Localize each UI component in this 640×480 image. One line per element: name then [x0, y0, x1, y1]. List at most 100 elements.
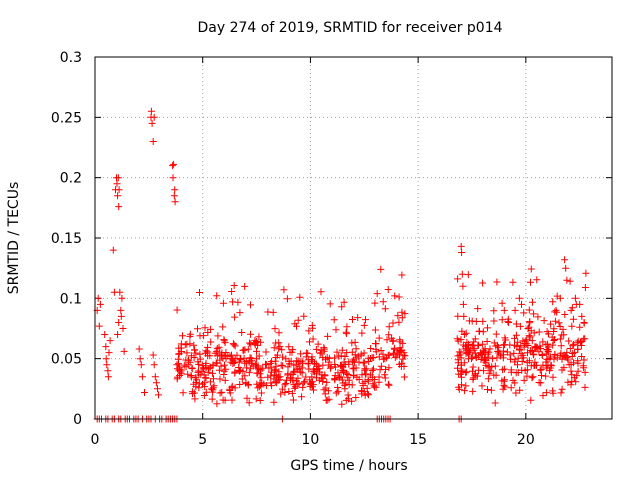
data-point	[271, 366, 279, 374]
data-point	[578, 312, 586, 320]
data-point	[189, 390, 196, 398]
data-point	[494, 343, 502, 351]
data-point	[377, 265, 385, 273]
data-point	[549, 341, 557, 349]
data-point	[547, 362, 555, 370]
data-point	[460, 312, 468, 320]
data-point	[540, 317, 548, 325]
data-point	[457, 354, 465, 362]
data-point	[336, 373, 344, 381]
data-point	[533, 344, 541, 352]
data-point	[332, 389, 340, 397]
data-point	[580, 364, 588, 372]
data-point	[537, 345, 545, 352]
data-point	[352, 364, 360, 372]
data-point	[275, 329, 283, 337]
data-point	[206, 363, 214, 371]
data-point	[234, 298, 242, 306]
data-point	[300, 312, 308, 320]
data-point	[169, 174, 177, 182]
data-point	[175, 344, 183, 352]
data-point	[372, 383, 380, 391]
data-point	[263, 361, 271, 369]
data-point	[358, 371, 366, 379]
data-point	[281, 381, 289, 389]
data-point	[317, 349, 325, 357]
data-point	[526, 319, 534, 327]
data-point	[221, 376, 229, 384]
data-point	[196, 332, 204, 340]
data-point	[118, 294, 126, 302]
data-point	[320, 347, 328, 355]
y-tick-label: 0.1	[60, 291, 82, 307]
data-point	[237, 366, 245, 374]
data-point	[361, 366, 369, 374]
data-point	[388, 334, 396, 342]
x-tick-label: 0	[91, 432, 100, 448]
data-point	[400, 351, 408, 359]
data-point	[280, 286, 288, 294]
data-point	[302, 373, 310, 381]
data-point	[309, 324, 317, 332]
data-point	[245, 399, 253, 407]
data-point	[324, 332, 332, 340]
data-point	[115, 319, 123, 326]
data-point	[564, 356, 572, 364]
data-point	[202, 388, 210, 396]
data-point	[230, 359, 238, 367]
data-point	[352, 394, 360, 401]
data-point	[296, 293, 304, 301]
data-point	[469, 387, 477, 395]
data-point	[582, 269, 590, 277]
data-point	[371, 376, 379, 383]
data-point	[480, 354, 488, 362]
data-point	[539, 392, 547, 400]
data-point	[462, 343, 469, 351]
data-point	[272, 362, 280, 370]
data-point	[567, 367, 575, 375]
data-point	[359, 379, 367, 387]
data-point	[322, 396, 330, 404]
data-point	[230, 341, 238, 349]
data-point	[517, 350, 525, 358]
data-point	[311, 359, 318, 367]
data-point	[216, 375, 224, 383]
data-point	[228, 288, 236, 295]
data-point	[306, 382, 314, 390]
data-point	[349, 365, 357, 373]
data-point	[558, 331, 566, 339]
data-point	[571, 349, 579, 357]
y-tick-label: 0.15	[51, 231, 82, 247]
data-point	[528, 374, 536, 382]
grid	[95, 57, 612, 419]
data-point	[396, 338, 404, 346]
data-point	[200, 364, 208, 372]
data-point	[208, 388, 216, 396]
data-point	[381, 305, 389, 313]
data-point	[576, 323, 584, 331]
data-point	[291, 320, 299, 328]
data-point	[474, 352, 482, 360]
data-point	[170, 160, 178, 168]
y-axis-label: SRMTID / TECUs	[6, 182, 22, 295]
data-point	[464, 271, 472, 279]
data-point	[515, 346, 523, 354]
data-point	[292, 377, 300, 385]
data-point	[220, 367, 228, 375]
data-point	[550, 355, 558, 363]
data-point	[226, 389, 234, 397]
data-point	[217, 362, 225, 370]
data-point	[294, 316, 302, 324]
data-point	[502, 336, 509, 344]
data-point	[115, 186, 123, 194]
data-point	[231, 342, 239, 350]
data-point	[468, 317, 476, 325]
data-point	[170, 192, 178, 200]
data-point	[559, 325, 567, 333]
data-point	[119, 325, 127, 332]
data-point	[494, 348, 502, 355]
data-point	[137, 361, 145, 369]
data-point	[150, 361, 158, 369]
data-point	[471, 335, 479, 343]
data-point	[208, 385, 215, 393]
